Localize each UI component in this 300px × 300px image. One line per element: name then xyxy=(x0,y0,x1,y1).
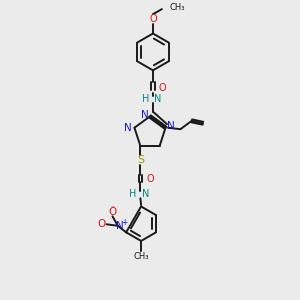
Text: S: S xyxy=(137,155,144,165)
Text: O: O xyxy=(146,174,154,184)
Text: N: N xyxy=(124,123,132,133)
Text: N: N xyxy=(154,94,162,104)
Text: H: H xyxy=(129,189,137,199)
Text: ⁻: ⁻ xyxy=(111,203,115,212)
Text: O: O xyxy=(149,14,157,24)
Text: CH₃: CH₃ xyxy=(133,252,149,261)
Text: O: O xyxy=(159,83,166,93)
Text: O: O xyxy=(98,219,106,229)
Text: N: N xyxy=(142,189,149,199)
Text: +: + xyxy=(121,218,127,227)
Text: N: N xyxy=(116,221,124,231)
Text: CH₃: CH₃ xyxy=(169,3,185,12)
Text: N: N xyxy=(167,121,175,131)
Text: O: O xyxy=(108,206,117,217)
Text: H: H xyxy=(142,94,149,104)
Text: N: N xyxy=(141,110,148,120)
